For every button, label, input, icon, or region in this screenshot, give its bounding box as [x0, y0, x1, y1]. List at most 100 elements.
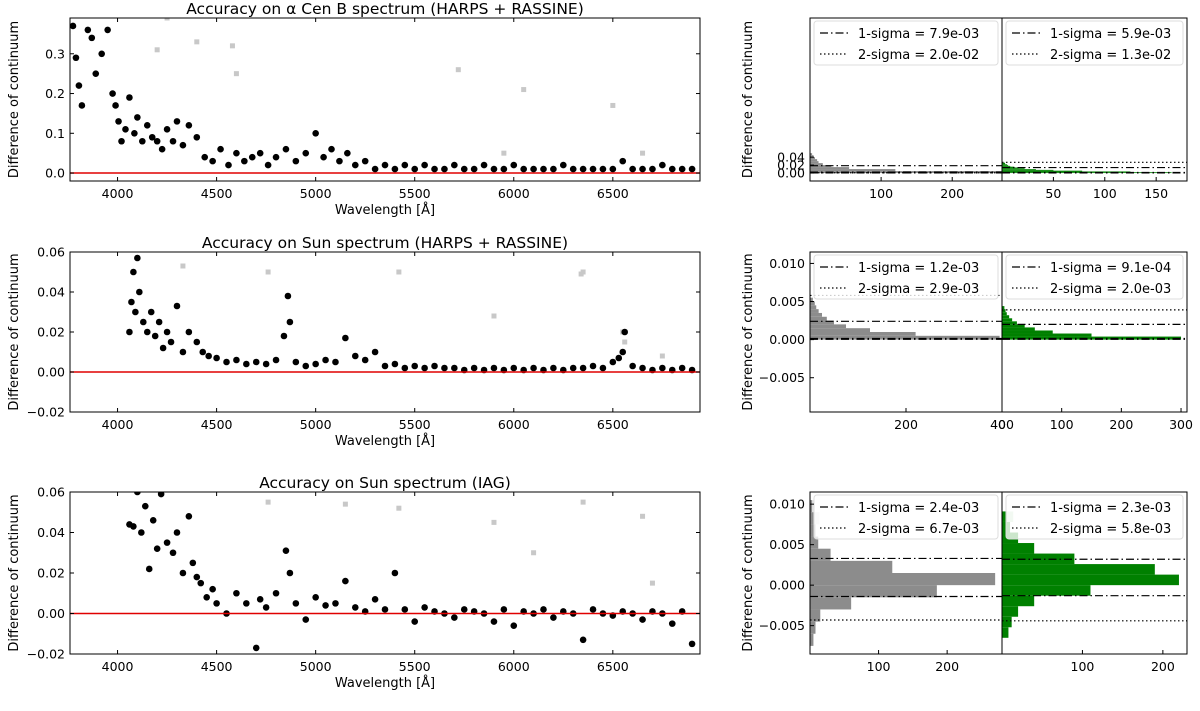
- data-point: [530, 364, 537, 372]
- histogram-bar: [810, 297, 813, 302]
- x-tick-label: 6500: [597, 417, 629, 432]
- x-tick-label: 100: [869, 186, 893, 201]
- y-tick-label: 0.010: [769, 497, 805, 512]
- legend-label-1sigma: 1-sigma = 7.9e-03: [858, 27, 979, 42]
- histogram-bar: [1002, 168, 1025, 170]
- data-point: [223, 358, 230, 366]
- outlier-point: [610, 102, 616, 108]
- y-tick-label: 0.02: [37, 566, 65, 581]
- histogram-bar: [810, 524, 816, 537]
- data-point: [217, 145, 224, 153]
- data-point: [292, 600, 300, 607]
- y-tick-label: 0.00: [37, 365, 65, 380]
- data-point: [126, 94, 133, 101]
- histogram-bar: [810, 573, 996, 586]
- x-axis-label: Wavelength [Å]: [335, 202, 435, 218]
- plot-area: [810, 153, 1002, 174]
- y-tick-label: 0.0: [45, 166, 65, 181]
- data-point: [371, 348, 379, 356]
- plot-area: [1002, 306, 1187, 340]
- data-point: [163, 126, 171, 133]
- x-tick-label: 100: [1050, 417, 1074, 432]
- histogram-bar: [810, 621, 816, 634]
- y-tick-label: 0.2: [45, 86, 65, 101]
- histogram-bar: [810, 301, 815, 306]
- outlier-point: [659, 353, 665, 359]
- x-tick-label: 4000: [102, 186, 134, 201]
- data-point: [149, 517, 157, 524]
- data-point: [351, 352, 359, 360]
- chart-title: Accuracy on α Cen B spectrum (HARPS + RA…: [186, 0, 584, 18]
- data-point: [143, 328, 151, 336]
- data-point: [560, 161, 567, 169]
- histogram-bar: [810, 633, 814, 646]
- data-point: [342, 577, 349, 585]
- data-point: [421, 161, 428, 169]
- histogram-bar: [810, 157, 815, 160]
- histogram-bar: [1002, 574, 1179, 586]
- data-point: [451, 364, 458, 372]
- data-point: [130, 268, 137, 276]
- data-point: [540, 606, 547, 613]
- outlier-point: [194, 39, 200, 45]
- data-point: [629, 362, 636, 370]
- legend: 1-sigma = 1.2e-03 2-sigma = 2.9e-03: [813, 254, 999, 300]
- legend-label-1sigma: 1-sigma = 5.9e-03: [1050, 27, 1171, 42]
- data-point: [381, 362, 389, 370]
- data-point: [262, 360, 270, 368]
- data-point: [411, 165, 419, 173]
- x-tick-label: 200: [935, 659, 959, 674]
- data-point: [193, 133, 201, 141]
- data-point: [609, 358, 617, 366]
- histogram-bar: [810, 163, 823, 166]
- histogram-bar: [810, 609, 821, 622]
- legend-label-1sigma: 1-sigma = 1.2e-03: [858, 261, 979, 276]
- outlier-point: [154, 47, 160, 53]
- outlier-point: [342, 501, 348, 507]
- legend-label-1sigma: 1-sigma = 2.4e-03: [858, 501, 979, 516]
- data-point: [118, 137, 125, 145]
- histogram-bar: [810, 161, 819, 164]
- data-point: [145, 565, 153, 573]
- data-point: [599, 165, 607, 173]
- data-point: [579, 364, 587, 372]
- histogram-panel-1: 1-sigma = 5.9e-03 2-sigma = 1.3e-02 50 100 1…: [1001, 17, 1188, 201]
- data-point: [490, 165, 498, 173]
- x-tick-label: 200: [894, 417, 918, 432]
- data-point: [252, 358, 260, 366]
- data-point: [201, 153, 209, 161]
- data-point: [520, 165, 527, 173]
- plot-area: [810, 500, 1002, 646]
- y-tick-label: 0.005: [769, 537, 805, 552]
- data-point: [441, 364, 448, 372]
- histogram-bar: [810, 560, 893, 573]
- data-point: [241, 157, 248, 165]
- data-point: [282, 145, 290, 153]
- data-point: [320, 153, 327, 161]
- y-tick-label: 0.04: [37, 525, 65, 540]
- histogram-panel-2: 1-sigma = 1.2e-03 2-sigma = 2.9e-03 200 400…: [741, 251, 1014, 432]
- outlier-point: [501, 150, 507, 156]
- data-point: [128, 298, 135, 306]
- outlier-point: [396, 505, 402, 511]
- data-point: [138, 529, 145, 536]
- y-tick-label: 0.000: [769, 332, 805, 347]
- data-point: [147, 308, 155, 316]
- outlier-point: [164, 18, 170, 21]
- data-point: [312, 129, 319, 137]
- histogram-bar: [810, 167, 850, 170]
- data-point: [292, 358, 300, 366]
- data-point: [371, 165, 379, 173]
- data-point: [510, 161, 518, 169]
- histogram-bar: [1002, 324, 1025, 328]
- x-tick-label: 4500: [201, 186, 233, 201]
- data-point: [381, 161, 389, 169]
- data-point: [342, 334, 349, 342]
- data-point: [659, 161, 666, 169]
- data-point: [401, 161, 409, 169]
- data-point: [169, 137, 177, 145]
- x-tick-label: 5500: [399, 417, 431, 432]
- legend-label-2sigma: 2-sigma = 2.0e-03: [1050, 282, 1171, 297]
- data-point: [609, 165, 617, 173]
